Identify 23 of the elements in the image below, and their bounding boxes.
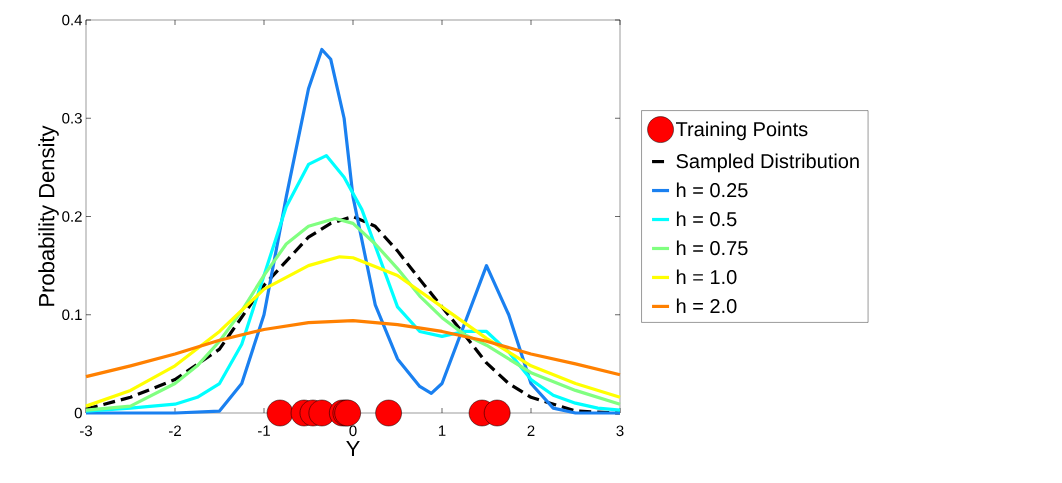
y-tick-label: 0.2	[62, 211, 82, 222]
y-tick-label: 0	[74, 407, 82, 419]
y-axis-title: Probability Density	[38, 125, 59, 306]
x-axis-title: Y	[346, 440, 360, 457]
legend-label: Sampled Distribution	[676, 153, 859, 173]
legend-label: h = 0.25	[676, 182, 748, 198]
x-tick-label: 2	[527, 425, 535, 436]
x-tick-label: 0	[349, 425, 357, 437]
line-series	[84, 319, 622, 379]
legend-label: h = 0.75	[676, 240, 748, 256]
legend-label: h = 0.5	[676, 211, 737, 227]
x-tick-label: -3	[80, 425, 93, 437]
legend-label: h = 2.0	[676, 298, 737, 314]
line-series	[84, 255, 622, 408]
x-tick-label: -2	[169, 425, 181, 436]
y-tick-label: 0.3	[62, 112, 82, 124]
legend-label: h = 1.0	[676, 269, 737, 285]
x-tick-label: 1	[438, 425, 446, 436]
x-tick-label: 3	[616, 425, 624, 437]
legend-label: Training Points	[676, 121, 808, 141]
x-tick-label: -1	[258, 425, 270, 436]
y-tick-label: 0.4	[62, 14, 83, 26]
y-tick-label: 0.1	[62, 309, 82, 321]
